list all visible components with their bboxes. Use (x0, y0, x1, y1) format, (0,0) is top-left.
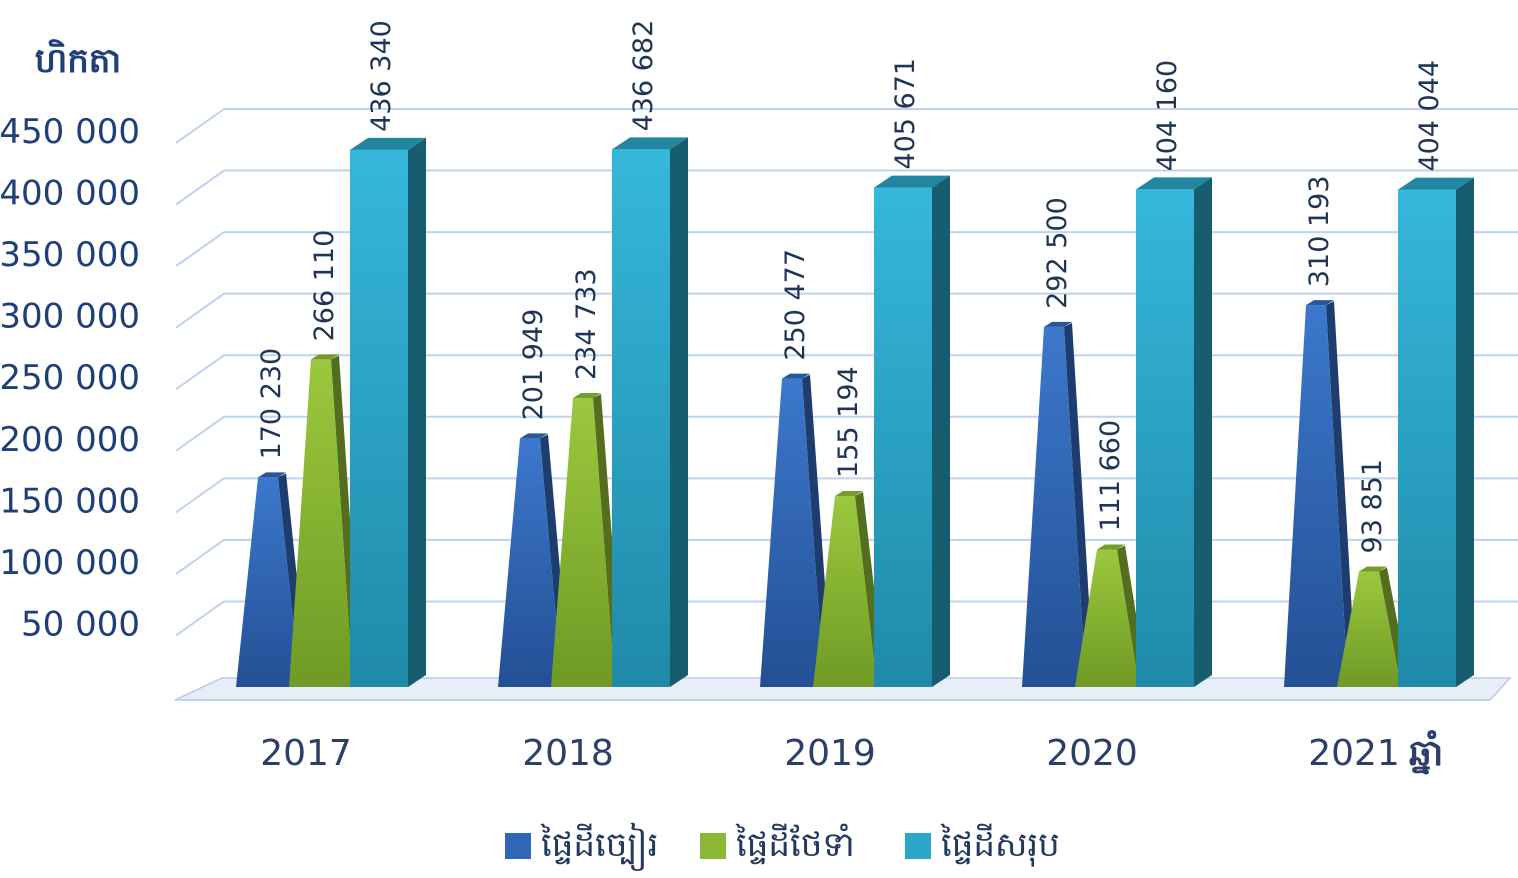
bar (236, 477, 300, 687)
y-tick-label: 300 000 (0, 297, 140, 337)
bar-top (258, 472, 286, 478)
bar (813, 495, 877, 687)
data-label: 436 340 (366, 20, 397, 132)
bar (612, 149, 670, 687)
bar (498, 438, 562, 687)
bar-top (1306, 300, 1334, 306)
bar-top (1136, 177, 1212, 190)
data-label: 155 194 (833, 366, 864, 478)
x-tick-label: 2020 (1046, 733, 1138, 774)
gridline (175, 231, 1518, 267)
data-label: 405 671 (890, 58, 921, 170)
bar-top (874, 175, 950, 188)
bar (1022, 326, 1086, 687)
bar (1337, 571, 1401, 687)
data-label: 250 477 (780, 249, 811, 361)
bar (760, 378, 824, 687)
y-tick-label: 250 000 (0, 358, 140, 398)
bar-top (1398, 177, 1474, 190)
bar-side (932, 175, 950, 688)
gridline (175, 292, 1518, 329)
data-label: 404 044 (1414, 60, 1445, 172)
bar (1075, 549, 1139, 687)
bar-top (835, 490, 863, 496)
y-tick-label: 50 000 (21, 604, 140, 644)
legend-label: ផ្ទៃដីច្បៀរ (540, 822, 658, 871)
bar-side (1326, 301, 1356, 687)
bar (289, 359, 353, 687)
x-tick-label: 2019 (784, 733, 876, 774)
bar-side (408, 137, 426, 688)
bar-top (573, 393, 601, 399)
data-label: 266 110 (309, 230, 340, 342)
gridline (175, 169, 1518, 206)
data-label: 111 660 (1095, 420, 1126, 532)
data-label: 404 160 (1152, 60, 1183, 172)
gridline (175, 415, 1518, 452)
y-axis: 50 000 100 000 150 000 200 000 250 000 300 00… (0, 39, 1443, 775)
y-tick-label: 350 000 (0, 235, 140, 275)
x-unit-label: ឆ្នាំ (1409, 730, 1443, 775)
bar-side (1456, 177, 1474, 687)
y-tick-label: 100 000 (0, 543, 140, 583)
bars (236, 137, 1474, 688)
x-tick-label: 2018 (522, 733, 614, 774)
bar (1284, 305, 1348, 687)
bar-top (1359, 566, 1387, 572)
bar-top (612, 137, 688, 150)
bar (350, 149, 408, 688)
gridline (175, 477, 1518, 514)
gridline (175, 354, 1518, 391)
data-label: 201 949 (518, 309, 549, 421)
data-label: 292 500 (1042, 197, 1073, 309)
y-unit-label: ហិកតា (35, 39, 121, 81)
bar-top (1097, 544, 1125, 550)
bar-side (1064, 322, 1094, 687)
bar-top (520, 433, 548, 439)
legend-label: ផ្ទៃដីថែទាំ (735, 823, 855, 865)
bar-top (350, 137, 426, 150)
legend-label: ផ្ទៃដីសរុប (940, 823, 1060, 867)
legend-swatch (505, 833, 531, 859)
legend-swatch (700, 833, 726, 859)
legend-swatch (905, 833, 931, 859)
bar-top (782, 373, 810, 379)
y-tick-label: 150 000 (0, 481, 140, 521)
data-label: 436 682 (628, 20, 659, 132)
legend: ផ្ទៃដីច្បៀរ ផ្ទៃដីថែទាំ ផ្ទៃដីសរុប (505, 822, 1060, 871)
x-tick-label: 2021 (1308, 733, 1400, 774)
y-tick-label: 450 000 (0, 112, 140, 152)
data-label: 93 851 (1357, 459, 1388, 553)
data-label: 170 230 (256, 348, 287, 460)
data-label: 310 193 (1304, 175, 1335, 287)
data-label: 234 733 (571, 268, 602, 380)
gridline (175, 538, 1518, 575)
data-labels: 170 230 266 110 436 340 201 949 234 733 436 6… (256, 20, 1445, 554)
bar-top (311, 354, 339, 360)
bar (551, 398, 615, 687)
bar (874, 187, 932, 688)
x-tick-label: 2017 (260, 733, 352, 774)
bar-side (1194, 177, 1212, 687)
bar-side (670, 137, 688, 687)
y-tick-label: 200 000 (0, 420, 140, 460)
gridline (175, 108, 1518, 144)
y-tick-label: 400 000 (0, 174, 140, 214)
bar (1136, 189, 1194, 687)
bar-top (1044, 321, 1072, 327)
bar (1398, 189, 1456, 687)
